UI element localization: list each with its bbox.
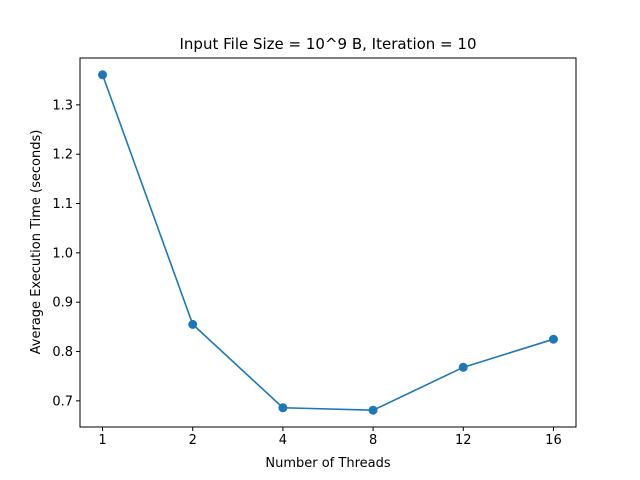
y-tick-label: 0.9 (52, 296, 73, 311)
y-tick-label: 0.8 (52, 345, 73, 360)
data-point (188, 319, 198, 329)
data-point (98, 70, 108, 80)
series-layer (98, 70, 558, 415)
y-tick-label: 1.1 (52, 197, 73, 212)
x-tick-label: 1 (98, 433, 106, 448)
data-point (278, 403, 288, 413)
data-point (548, 334, 558, 344)
data-point (368, 405, 378, 415)
y-axis-title: Average Execution Time (seconds) (29, 130, 44, 355)
y-tick-label: 1.2 (52, 148, 73, 163)
y-tick-label: 1.0 (52, 246, 73, 261)
data-point (458, 362, 468, 372)
x-axis: 1 2 4 8 12 16 (98, 427, 562, 448)
x-tick-label: 12 (455, 433, 472, 448)
y-tick-label: 0.7 (52, 394, 73, 409)
y-axis: 0.7 0.8 0.9 1.0 1.1 1.2 1.3 (52, 98, 80, 409)
x-tick-label: 2 (189, 433, 197, 448)
series-line (101, 74, 554, 412)
x-tick-label: 16 (545, 433, 562, 448)
y-tick-label: 1.3 (52, 98, 73, 113)
x-tick-label: 8 (369, 433, 377, 448)
chart-title: Input File Size = 10^9 B, Iteration = 10 (180, 35, 477, 53)
plot-frame (79, 57, 577, 428)
x-tick-label: 4 (279, 433, 287, 448)
x-axis-title: Number of Threads (265, 456, 390, 471)
plot-area: 1 2 4 8 12 16 0.70.80.91.01.11.21.3 (52, 57, 577, 448)
